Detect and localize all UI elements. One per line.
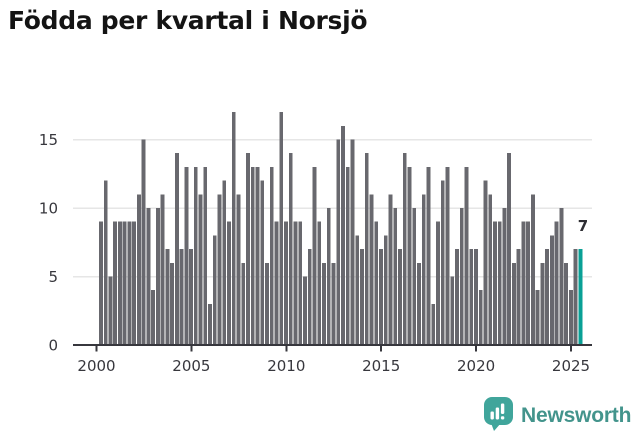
x-axis-tick-label: 2025 <box>552 357 590 375</box>
brand-name: Newsworthy <box>521 404 631 427</box>
latest-value-label: 7 <box>577 217 589 235</box>
x-axis-tick-label: 2020 <box>457 357 495 375</box>
chart-title: Födda per kvartal i Norsjö <box>8 6 368 35</box>
x-axis-tick-label: 2005 <box>172 357 210 375</box>
y-axis-tick-label: 5 <box>48 268 58 286</box>
y-axis-tick-label: 10 <box>39 200 58 218</box>
y-axis-tick-label: 15 <box>39 131 58 149</box>
x-axis-tick-label: 2010 <box>267 357 305 375</box>
x-axis-tick-label: 2015 <box>362 357 400 375</box>
brand-footer[interactable]: Newsworthy <box>483 396 631 436</box>
newsworthy-logo-icon <box>483 396 514 436</box>
y-axis-tick-label: 0 <box>48 337 58 355</box>
x-axis-tick-label: 2000 <box>77 357 115 375</box>
